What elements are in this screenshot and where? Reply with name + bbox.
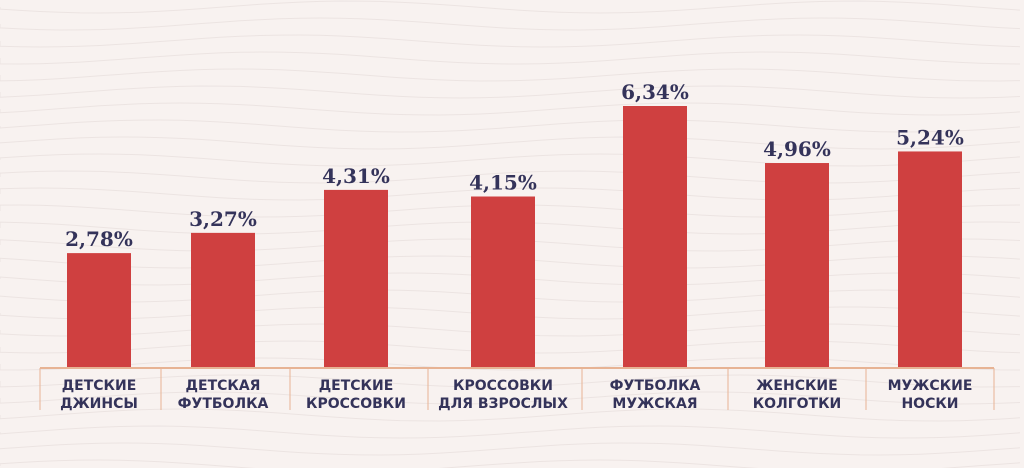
background-wave-line — [0, 51, 1021, 65]
category-label-1-line-2: ДЖИНСЫ — [60, 396, 138, 412]
background-wave-line — [0, 85, 1021, 99]
bar-6 — [765, 163, 829, 368]
category-label-4-line-1: КРОССОВКИ — [453, 378, 553, 394]
category-label-5-line-1: ФУТБОЛКА — [610, 378, 701, 394]
value-label-5: 6,34% — [621, 80, 689, 104]
category-label-1-line-1: ДЕТСКИЕ — [62, 378, 137, 394]
background-wave-line — [0, 459, 1021, 468]
background-wave-line — [0, 34, 1021, 48]
bar-4 — [471, 196, 535, 368]
category-labels-group: ДЕТСКИЕ ДЖИНСЫ ДЕТСКАЯ ФУТБОЛКА ДЕТСКИЕ КРОСС… — [60, 378, 972, 412]
background-wave-line — [0, 391, 1021, 405]
background-wave-line — [0, 357, 1021, 371]
background-wave-line — [0, 170, 1021, 184]
bar-7 — [898, 151, 962, 368]
background-wave-line — [0, 68, 1021, 82]
bar-1 — [67, 253, 131, 368]
value-label-2: 3,27% — [189, 207, 257, 231]
background-wave-line — [0, 187, 1021, 201]
category-label-3-line-2: КРОССОВКИ — [306, 396, 406, 412]
category-label-6-line-1: ЖЕНСКИЕ — [756, 378, 837, 394]
bar-3 — [324, 189, 388, 368]
background-wave-line — [0, 119, 1021, 133]
background-wave-line — [0, 0, 1021, 14]
category-label-7-line-2: НОСКИ — [901, 396, 958, 412]
background-wave-line — [0, 153, 1021, 167]
bar-5 — [623, 106, 687, 368]
value-label-1: 2,78% — [65, 227, 133, 251]
category-label-4-line-2: ДЛЯ ВЗРОСЛЫХ — [438, 396, 568, 412]
value-label-7: 5,24% — [896, 125, 964, 149]
value-label-3: 4,31% — [322, 164, 390, 188]
value-label-6: 4,96% — [763, 137, 831, 161]
category-label-2-line-1: ДЕТСКАЯ — [186, 378, 261, 394]
x-axis — [39, 367, 995, 410]
category-label-3-line-1: ДЕТСКИЕ — [319, 378, 394, 394]
category-label-2-line-2: ФУТБОЛКА — [178, 396, 269, 412]
background-wave-line — [0, 136, 1021, 150]
background-wave-line — [0, 408, 1021, 422]
category-label-6-line-2: КОЛГОТКИ — [753, 396, 842, 412]
bars-group — [67, 106, 962, 368]
bar-2 — [191, 232, 255, 368]
value-label-4: 4,15% — [469, 171, 537, 195]
background-wave-line — [0, 425, 1021, 439]
value-labels-group: 2,78% 3,27% 4,31% 4,15% 6,34% 4,96% 5,24% — [65, 80, 964, 251]
background-wave-line — [0, 442, 1021, 456]
background-wave-line — [0, 374, 1021, 388]
background-wave-line — [0, 102, 1021, 116]
category-label-5-line-2: МУЖСКАЯ — [612, 396, 697, 412]
background-wave-line — [0, 17, 1021, 31]
category-label-7-line-1: МУЖСКИЕ — [888, 378, 973, 394]
